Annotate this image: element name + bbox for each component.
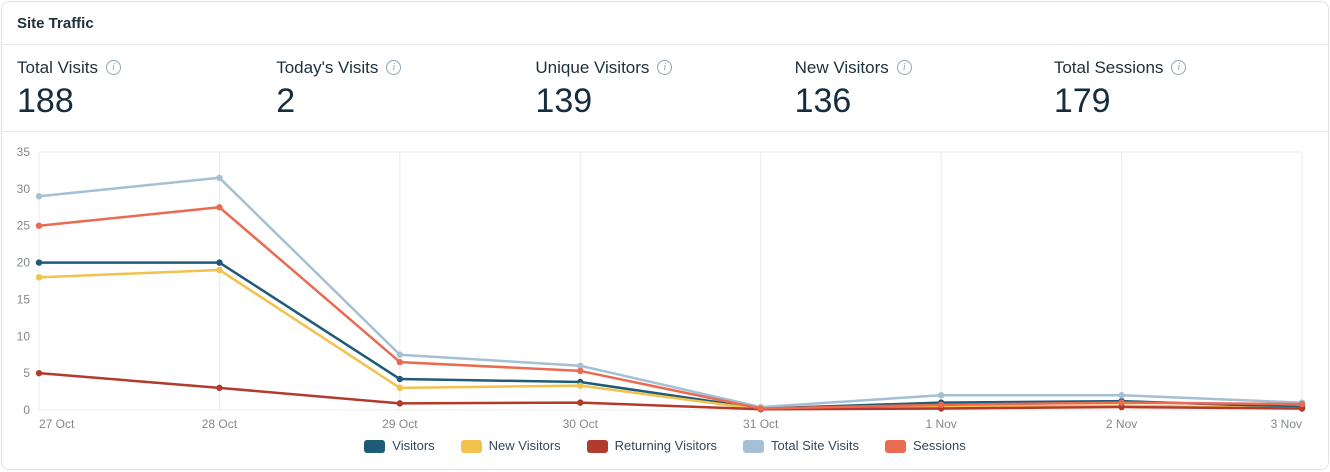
legend-label: Sessions [912,438,966,453]
data-point-visitors[interactable] [216,259,223,266]
legend-item-visitors[interactable]: Visitors [364,438,435,454]
stat-label: Unique Visitors [535,58,650,77]
data-point-sessions[interactable] [577,367,584,375]
data-point-sessions[interactable] [35,222,43,229]
legend-label: Total Site Visits [771,438,859,453]
stat-label: Total Sessions [1053,58,1164,77]
series-line-new-visitors [37,268,1304,411]
stat-new-visitors: New Visitors i 136 [795,57,1054,121]
data-point-total-site-visits[interactable] [216,174,223,181]
stat-label: Today's Visits [276,58,379,77]
card-header: Site Traffic [2,2,1328,45]
stat-value: 139 [535,82,593,120]
x-tick-label: 3 Nov [1271,417,1302,431]
legend-label: New Visitors [488,438,561,453]
x-tick-label: 27 Oct [39,417,75,431]
legend-label: Visitors [392,438,435,453]
legend-swatch-sessions [884,439,906,453]
info-icon[interactable]: i [896,60,912,75]
info-icon[interactable]: i [105,60,121,75]
stat-value: 179 [1053,82,1111,120]
data-point-returning-visitors[interactable] [216,384,223,392]
data-point-sessions[interactable] [396,358,404,366]
legend-item-returning-visitors[interactable]: Returning Visitors [586,438,718,454]
legend-swatch-new-visitors [460,439,482,453]
data-point-returning-visitors[interactable] [35,369,43,377]
data-point-returning-visitors[interactable] [1118,403,1125,411]
stat-value: 2 [276,82,296,120]
y-tick-label: 25 [17,219,31,233]
y-tick-label: 5 [23,366,30,380]
info-icon[interactable]: i [1171,60,1187,75]
data-point-total-site-visits[interactable] [577,362,584,369]
data-point-sessions[interactable] [757,405,764,412]
y-tick-label: 35 [17,145,31,159]
data-point-returning-visitors[interactable] [1298,405,1306,412]
y-tick-label: 20 [17,256,31,270]
x-tick-label: 1 Nov [925,417,956,431]
legend-label: Returning Visitors [614,438,718,453]
page-title: Site Traffic [17,15,94,32]
x-tick-label: 29 Oct [382,417,418,431]
y-tick-label: 0 [23,403,30,417]
y-tick-label: 15 [17,292,31,306]
info-icon[interactable]: i [657,60,673,75]
stat-value: 188 [17,82,74,120]
stats-row: Total Visits i 188 Today's Visits i 2 Un… [2,45,1328,132]
stat-total-visits: Total Visits i 188 [17,57,276,121]
data-point-sessions[interactable] [1298,400,1306,408]
chart-section: 27 Oct 28 Oct 29 Oct 30 Oct 31 Oct 1 Nov 2 Nov… [2,132,1328,469]
data-point-new-visitors[interactable] [396,384,404,392]
data-point-sessions[interactable] [1118,399,1125,406]
data-point-total-site-visits[interactable] [35,193,43,200]
data-point-visitors[interactable] [396,375,404,383]
data-point-total-site-visits[interactable] [1118,392,1125,399]
data-point-new-visitors[interactable] [577,382,584,389]
y-tick-label: 10 [17,329,31,343]
data-point-returning-visitors[interactable] [396,400,404,407]
series-line-returning-visitors [37,371,1304,411]
legend-item-sessions[interactable]: Sessions [884,438,966,454]
stat-label: Total Visits [17,58,98,77]
legend-item-total-site-visits[interactable]: Total Site Visits [743,438,859,454]
legend-swatch-returning-visitors [586,439,608,453]
stat-todays-visits: Today's Visits i 2 [276,57,535,121]
series-line-sessions [37,206,1304,410]
chart-legend: Visitors New Visitors Returning Visitors… [2,438,1328,454]
x-tick-label: 30 Oct [563,417,599,431]
x-tick-label: 28 Oct [202,417,238,431]
data-point-returning-visitors[interactable] [577,399,584,406]
data-point-sessions[interactable] [216,204,223,211]
x-tick-label: 2 Nov [1106,417,1137,431]
data-point-new-visitors[interactable] [216,266,223,274]
traffic-line-chart: 27 Oct 28 Oct 29 Oct 30 Oct 31 Oct 1 Nov 2 Nov… [17,145,1306,431]
stat-total-sessions: Total Sessions i 179 [1054,57,1313,121]
info-icon[interactable]: i [386,60,402,75]
data-point-sessions[interactable] [937,401,945,409]
data-point-total-site-visits[interactable] [396,351,404,358]
legend-item-new-visitors[interactable]: New Visitors [460,438,561,454]
legend-swatch-visitors [364,439,386,453]
data-point-total-site-visits[interactable] [937,392,945,399]
stat-value: 136 [794,82,852,120]
data-point-visitors[interactable] [35,259,43,266]
x-tick-label: 31 Oct [743,417,779,431]
stat-unique-visitors: Unique Visitors i 139 [535,57,794,121]
y-tick-label: 30 [17,182,31,196]
data-point-new-visitors[interactable] [35,274,43,281]
legend-swatch-total-site-visits [743,439,765,453]
series-line-total-site-visits [37,176,1304,409]
stat-label: New Visitors [794,58,889,77]
series-line-visitors [37,261,1304,410]
